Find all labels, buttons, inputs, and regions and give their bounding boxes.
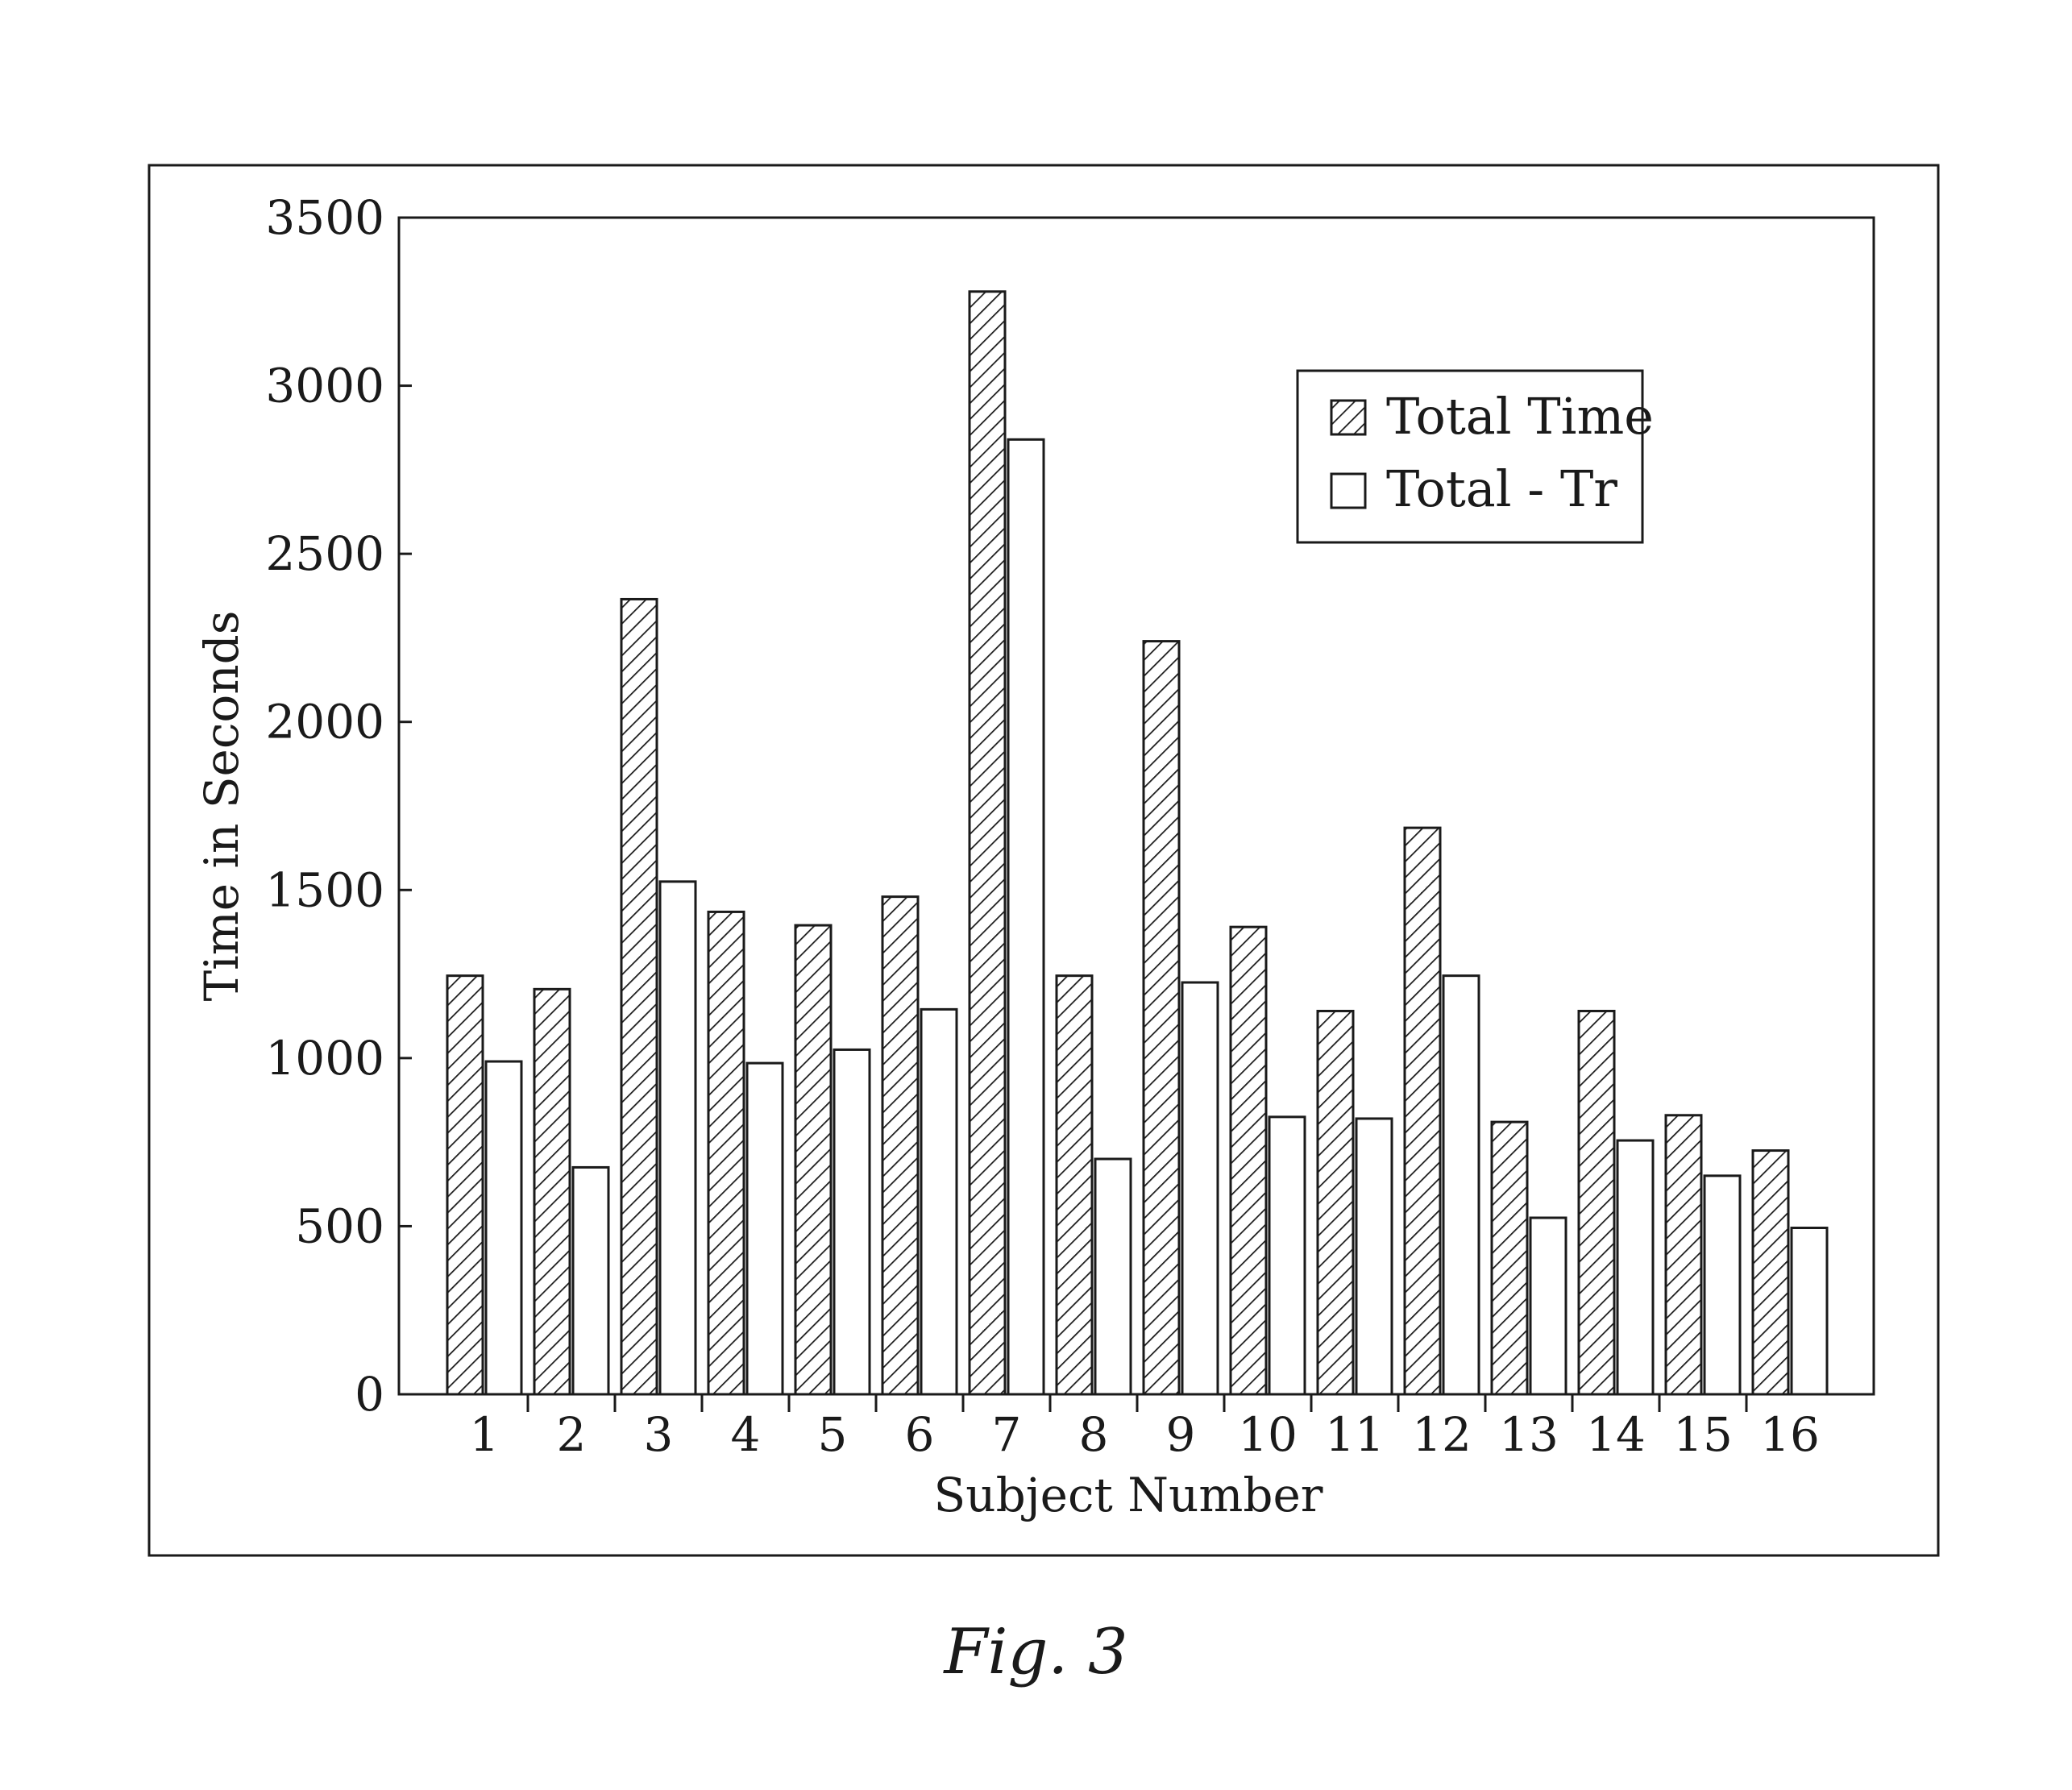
bar-total-time-subject-8	[1057, 976, 1092, 1394]
x-tick-label: 8	[1079, 1407, 1109, 1462]
y-tick-label: 500	[295, 1198, 384, 1253]
y-tick-label: 1000	[265, 1031, 384, 1086]
bar-total-minus-tr-subject-13	[1530, 1218, 1566, 1394]
y-tick-label: 3000	[265, 359, 384, 413]
x-tick-label: 14	[1586, 1407, 1646, 1462]
bar-total-time-subject-16	[1753, 1151, 1788, 1394]
bar-total-time-subject-6	[882, 897, 918, 1394]
bar-total-time-subject-2	[534, 989, 570, 1394]
x-axis: 12345678910111213141516	[470, 1394, 1820, 1462]
y-tick-label: 2000	[265, 695, 384, 750]
legend-label-total-minus-tr: Total - Tr	[1386, 459, 1617, 518]
bar-total-minus-tr-subject-4	[747, 1063, 783, 1394]
x-tick-label: 16	[1760, 1407, 1820, 1462]
bar-total-time-subject-4	[708, 912, 744, 1394]
legend-swatch-total-minus-tr	[1331, 474, 1365, 508]
x-tick-label: 15	[1673, 1407, 1733, 1462]
y-tick-label: 0	[355, 1367, 384, 1422]
bar-total-time-subject-3	[621, 599, 657, 1394]
bar-total-time-subject-1	[447, 976, 483, 1394]
bar-total-time-subject-14	[1579, 1011, 1614, 1394]
x-tick-label: 5	[818, 1407, 848, 1462]
bar-total-minus-tr-subject-1	[486, 1061, 521, 1394]
bar-total-time-subject-13	[1492, 1122, 1527, 1394]
legend-label-total-time: Total Time	[1386, 387, 1654, 446]
bar-total-minus-tr-subject-16	[1792, 1228, 1827, 1394]
bar-total-minus-tr-subject-3	[660, 882, 696, 1394]
bar-total-minus-tr-subject-12	[1443, 976, 1479, 1394]
bar-total-minus-tr-subject-11	[1356, 1119, 1392, 1394]
x-tick-label: 3	[644, 1407, 674, 1462]
y-tick-label: 1500	[265, 862, 384, 917]
bar-total-time-subject-5	[795, 925, 831, 1394]
bar-total-minus-tr-subject-9	[1182, 982, 1218, 1394]
x-axis-title: Subject Number	[933, 1468, 1323, 1522]
bar-total-minus-tr-subject-15	[1705, 1176, 1740, 1394]
x-tick-label: 10	[1238, 1407, 1298, 1462]
bar-total-time-subject-9	[1144, 642, 1179, 1394]
x-tick-label: 12	[1412, 1407, 1472, 1462]
bar-total-minus-tr-subject-2	[573, 1167, 608, 1394]
x-tick-label: 13	[1499, 1407, 1559, 1462]
x-tick-label: 11	[1325, 1407, 1385, 1462]
legend-swatch-total-time	[1331, 401, 1365, 434]
y-tick-label: 3500	[265, 190, 384, 245]
bar-total-time-subject-11	[1318, 1011, 1353, 1394]
x-tick-label: 1	[470, 1407, 500, 1462]
bar-total-minus-tr-subject-8	[1095, 1159, 1131, 1394]
bar-total-minus-tr-subject-6	[921, 1009, 957, 1394]
y-axis: 0 500 1000 1500 2000 2500 3000 3500	[265, 190, 412, 1422]
bar-total-time-subject-7	[970, 292, 1005, 1394]
figure-caption: Fig. 3	[0, 1616, 2072, 1688]
x-tick-label: 7	[992, 1407, 1022, 1462]
bar-total-minus-tr-subject-10	[1269, 1117, 1305, 1394]
x-tick-label: 2	[557, 1407, 587, 1462]
x-tick-label: 4	[731, 1407, 761, 1462]
y-axis-title: Time in Seconds	[194, 610, 249, 1001]
bar-total-time-subject-10	[1231, 927, 1266, 1394]
bar-total-minus-tr-subject-7	[1008, 439, 1044, 1394]
bar-total-minus-tr-subject-14	[1617, 1140, 1653, 1394]
bar-total-time-subject-12	[1405, 828, 1440, 1394]
legend: Total Time Total - Tr	[1298, 371, 1654, 542]
x-tick-label: 9	[1166, 1407, 1196, 1462]
bar-total-time-subject-15	[1666, 1115, 1701, 1394]
bar-total-minus-tr-subject-5	[834, 1049, 870, 1394]
y-tick-label: 2500	[265, 526, 384, 581]
x-tick-label: 6	[905, 1407, 935, 1462]
